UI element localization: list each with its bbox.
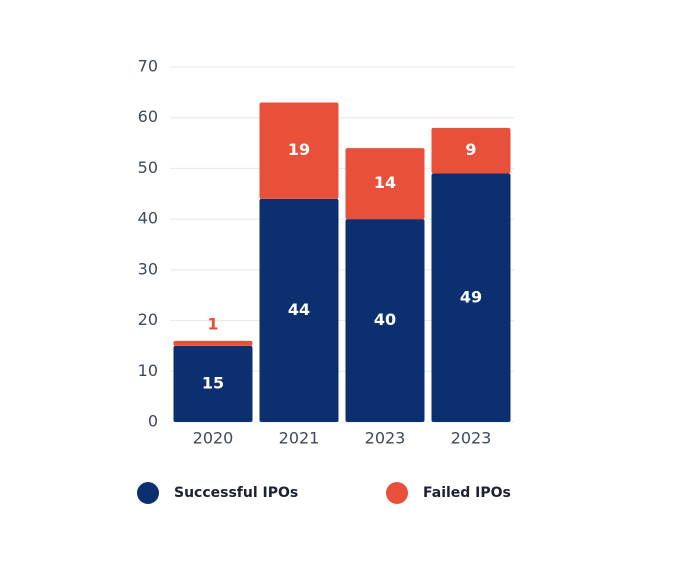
y-tick-label: 60: [138, 107, 158, 126]
legend-marker: [137, 482, 159, 504]
data-label: 19: [288, 140, 310, 159]
y-tick-label: 30: [138, 259, 158, 278]
y-tick-label: 10: [138, 361, 158, 380]
y-tick-label: 40: [138, 209, 158, 228]
bar-segment: [259, 102, 339, 199]
y-tick-label: 70: [138, 57, 158, 76]
data-label: 40: [374, 310, 396, 329]
x-tick-label: 2021: [279, 429, 320, 448]
x-tick-label: 2023: [451, 429, 492, 448]
bar-segment: [431, 173, 511, 422]
legend-label: Successful IPOs: [174, 485, 298, 501]
legend-label: Failed IPOs: [423, 485, 511, 501]
bar-segment: [345, 219, 425, 422]
bar-segment: [173, 340, 253, 346]
data-label: 49: [460, 287, 482, 306]
bar-segment: [431, 127, 511, 174]
data-label: 1: [207, 314, 218, 333]
data-label: 15: [202, 373, 224, 392]
y-tick-label: 50: [138, 158, 158, 177]
bar-segment: [345, 148, 425, 220]
x-tick-label: 2023: [365, 429, 406, 448]
data-label: 44: [288, 300, 310, 319]
legend-marker: [386, 482, 408, 504]
y-tick-label: 20: [138, 310, 158, 329]
bar-segment: [259, 198, 339, 422]
data-label: 9: [465, 140, 476, 159]
data-label: 14: [374, 173, 396, 192]
bar-segment: [173, 345, 253, 422]
x-tick-label: 2020: [193, 429, 234, 448]
y-tick-label: 0: [148, 412, 158, 431]
